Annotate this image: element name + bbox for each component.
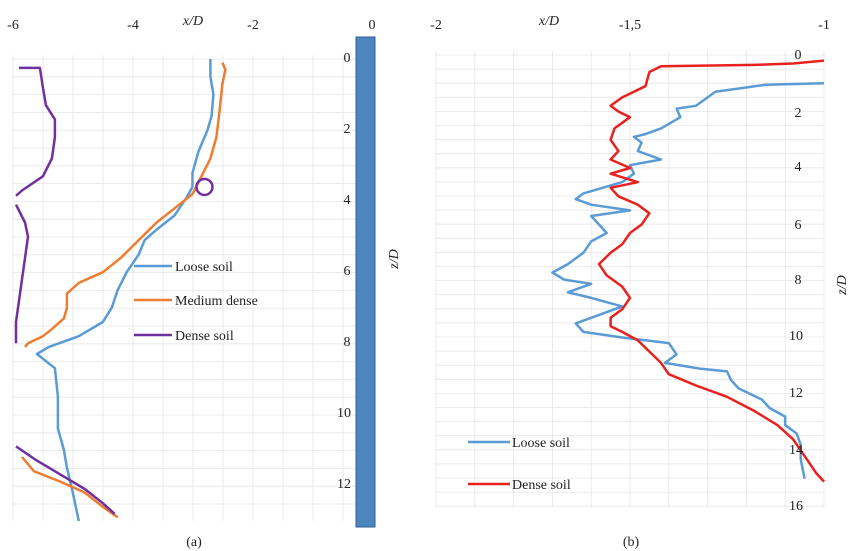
chart-a-series-line (15, 445, 116, 515)
chart-a-ytick: 12 (337, 477, 351, 492)
chart-a-ytick: 8 (344, 335, 351, 350)
chart-a-xtick: -6 (7, 18, 19, 33)
legend-label-dense: Dense soil (175, 329, 234, 344)
chart-b-ytick: 2 (795, 106, 802, 121)
chart-a-series-line (24, 62, 227, 348)
legend-label-medium: Medium dense (175, 294, 258, 309)
chart-a-ytick: 2 (344, 122, 351, 137)
legend-label-dense-b: Dense soil (512, 478, 571, 493)
chart-a-ylabel: z/D (387, 249, 402, 269)
chart-b-xticks: -2 -1,5 -1 (430, 18, 830, 33)
chart-b-yticks: 0 2 4 6 8 10 12 14 16 (789, 48, 803, 514)
chart-b-ytick: 8 (795, 273, 802, 288)
chart-a-xlabel: x/D (182, 14, 203, 29)
chart-a-grid (12, 55, 372, 521)
chart-a-xtick: -4 (127, 18, 139, 33)
chart-b-ytick: 0 (795, 48, 802, 63)
legend-label-loose-b: Loose soil (512, 436, 570, 451)
chart-b-ytick: 12 (789, 386, 803, 401)
chart-b-ytick: 4 (795, 160, 802, 175)
chart-a-series-line (35, 59, 215, 522)
chart-a-series-line (14, 204, 30, 344)
chart-b-ytick: 10 (789, 329, 803, 344)
chart-a-series-line (15, 66, 57, 197)
chart-a-pile (355, 36, 376, 528)
chart-a-xticks: -6 -4 -2 0 (7, 18, 375, 33)
chart-a-ytick: 0 (344, 51, 351, 66)
chart-a-legend: Loose soil Medium dense Dense soil (134, 260, 258, 344)
chart-a: -6 -4 -2 0 x/D 0 2 4 6 8 10 12 z/D Loose… (7, 14, 402, 550)
chart-b-xtick: -1 (818, 18, 830, 33)
chart-a-xtick: -2 (247, 18, 259, 33)
chart-a-ytick: 6 (344, 264, 351, 279)
chart-a-series-line (21, 456, 119, 519)
chart-a-xtick: 0 (369, 18, 376, 33)
chart-b: -2 -1,5 -1 x/D 0 2 4 6 8 10 12 14 16 z/D… (430, 14, 849, 550)
chart-b-ytick: 6 (795, 218, 802, 233)
chart-a-yticks: 0 2 4 6 8 10 12 (337, 51, 351, 492)
chart-b-xtick: -2 (430, 18, 442, 33)
chart-b-series-line (551, 82, 825, 480)
chart-a-ytick: 10 (337, 406, 351, 421)
chart-b-xlabel: x/D (538, 14, 559, 29)
legend-label-loose: Loose soil (175, 260, 233, 275)
chart-b-ytick: 14 (789, 443, 803, 458)
chart-a-marker-circle (195, 177, 214, 197)
chart-b-ytick: 16 (789, 499, 803, 514)
chart-b-xtick: -1,5 (619, 18, 641, 33)
chart-b-ylabel: z/D (835, 275, 849, 295)
chart-b-grid (435, 51, 825, 507)
chart-b-caption: (b) (623, 535, 640, 550)
chart-b-series-line (597, 59, 825, 483)
chart-b-series (551, 59, 825, 483)
chart-a-series (14, 59, 227, 522)
chart-a-caption: (a) (186, 535, 202, 550)
chart-b-legend: Loose soil Dense soil (468, 436, 571, 493)
chart-a-ytick: 4 (344, 193, 351, 208)
